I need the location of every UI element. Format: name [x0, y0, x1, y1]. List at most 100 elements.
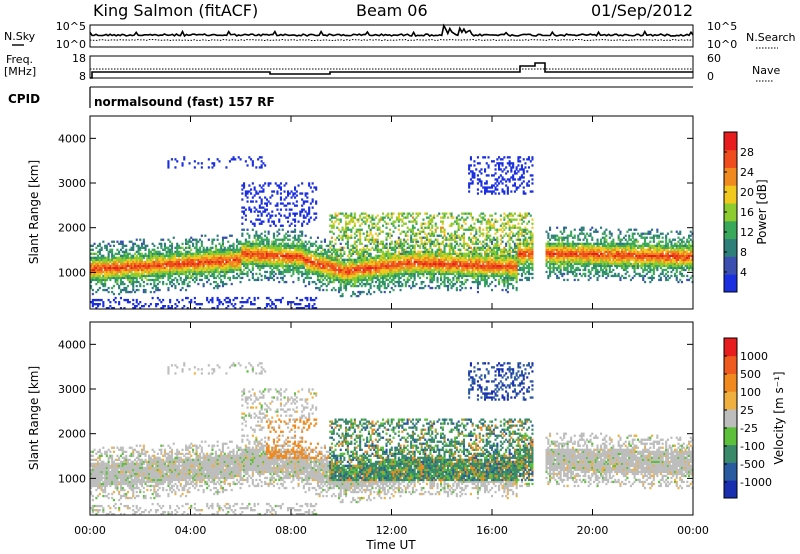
- power-cell: [162, 282, 165, 286]
- power-cell: [413, 274, 416, 278]
- power-cell: [316, 260, 319, 264]
- power-cell: [104, 268, 107, 272]
- power-cell: [264, 260, 267, 264]
- power-cell: [246, 266, 249, 270]
- power-cell: [316, 252, 319, 255]
- power-cell: [153, 274, 156, 278]
- power-cell: [185, 252, 188, 255]
- power-cell: [450, 256, 453, 259]
- power-cell: [454, 250, 457, 253]
- power-cell: [123, 276, 126, 280]
- power-cell: [192, 258, 195, 261]
- power-cell: [221, 266, 224, 270]
- power-cell: [248, 250, 251, 253]
- power-cell: [181, 262, 184, 266]
- power-cell: [292, 262, 295, 266]
- power-cell: [448, 242, 451, 245]
- power-cell: [207, 254, 210, 257]
- power-cell: [146, 266, 149, 270]
- power-cell: [343, 282, 346, 286]
- power-cell: [153, 272, 156, 276]
- power-cell: [271, 220, 274, 223]
- power-cell: [341, 270, 344, 274]
- power-cell: [236, 238, 239, 241]
- power-cell: [302, 220, 305, 223]
- power-cell: [469, 226, 472, 229]
- power-cell: [385, 232, 388, 235]
- power-cell: [243, 184, 246, 187]
- power-cell: [380, 262, 383, 266]
- power-cell: [262, 220, 265, 223]
- power-cell: [355, 274, 358, 278]
- power-cell: [141, 264, 144, 268]
- power-cell: [192, 238, 195, 241]
- power-cell: [207, 268, 210, 272]
- power-cell: [183, 158, 186, 161]
- power-cell: [302, 214, 305, 217]
- power-cell: [244, 266, 247, 270]
- power-cell: [376, 222, 379, 225]
- power-cell: [332, 276, 335, 280]
- power-cell: [258, 248, 261, 251]
- power-cell: [459, 248, 462, 251]
- power-cell: [394, 260, 397, 264]
- power-cell: [285, 258, 288, 261]
- power-cell: [438, 248, 441, 251]
- power-cell: [276, 254, 279, 257]
- power-cell: [190, 268, 193, 272]
- power-cell: [251, 242, 254, 245]
- power-cell: [230, 248, 233, 251]
- power-cell: [336, 248, 339, 251]
- power-cell: [450, 280, 453, 284]
- power-cell: [429, 258, 432, 261]
- power-cell: [125, 266, 128, 270]
- power-cell: [492, 258, 495, 261]
- power-cell: [116, 280, 119, 284]
- power-cell: [362, 212, 365, 215]
- power-cell: [218, 284, 221, 288]
- power-cell: [341, 246, 344, 249]
- power-cell: [309, 270, 312, 274]
- power-cell: [221, 240, 224, 243]
- power-cell: [320, 256, 323, 259]
- power-cell: [200, 264, 203, 268]
- power-cell: [341, 292, 344, 296]
- power-cell: [413, 250, 416, 253]
- power-cell: [411, 266, 414, 270]
- power-cell: [346, 216, 349, 219]
- power-cell: [149, 254, 152, 257]
- power-cell: [309, 244, 312, 247]
- power-cell: [176, 266, 179, 270]
- power-cell: [91, 268, 94, 272]
- power-cell: [440, 252, 443, 255]
- power-cell: [241, 254, 244, 257]
- power-cell: [239, 270, 242, 274]
- power-cell: [390, 240, 393, 243]
- power-cell: [478, 274, 481, 278]
- power-cell: [241, 222, 244, 225]
- power-cell: [373, 274, 376, 278]
- power-cell: [374, 258, 377, 261]
- power-cell: [330, 270, 333, 274]
- power-cell: [480, 184, 483, 187]
- power-cell: [371, 278, 374, 282]
- power-cell: [144, 266, 147, 270]
- power-cell: [102, 274, 105, 278]
- power-cell: [220, 244, 223, 247]
- power-cell: [436, 234, 439, 237]
- power-cell: [485, 258, 488, 261]
- power-cell: [272, 254, 275, 257]
- power-cell: [227, 252, 230, 255]
- power-cell: [357, 290, 360, 294]
- power-cell: [265, 208, 268, 211]
- power-cell: [376, 228, 379, 231]
- power-cell: [350, 244, 353, 247]
- power-cell: [267, 256, 270, 259]
- power-cell: [118, 260, 121, 264]
- power-cell: [380, 264, 383, 268]
- power-cell: [355, 268, 358, 272]
- power-cell: [278, 268, 281, 272]
- power-cell: [364, 216, 367, 219]
- power-cell: [403, 270, 406, 274]
- power-cell: [436, 252, 439, 255]
